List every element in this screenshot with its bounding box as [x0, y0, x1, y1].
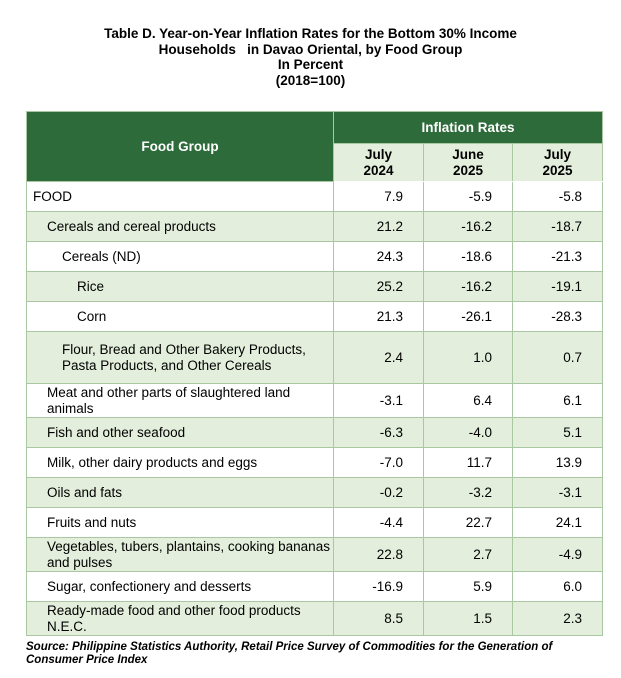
cell-value: -4.9: [511, 537, 604, 572]
cell-value: -0.2: [333, 477, 424, 508]
table-row: Cereals (ND) 24.3 -18.6 -21.3: [26, 241, 604, 272]
cell-value: -18.7: [511, 211, 604, 242]
table-row: Corn 21.3 -26.1 -28.3: [26, 301, 604, 332]
row-label: Flour, Bread and Other Bakery Products, …: [26, 331, 334, 384]
title-line-4: (2018=100): [275, 72, 346, 88]
cell-value: 2.3: [511, 601, 604, 636]
inflation-table: Food Group Inflation Rates July 2024 June…: [26, 111, 604, 636]
cell-value: -5.9: [423, 181, 513, 212]
row-label: Corn: [26, 301, 334, 332]
table-row: Fish and other seafood -6.3 -4.0 5.1: [26, 417, 604, 448]
cell-value: 22.8: [333, 537, 424, 572]
cell-value: 24.3: [333, 241, 424, 272]
cell-value: -4.4: [333, 507, 424, 538]
cell-value: 24.1: [511, 507, 604, 538]
title-line-1: Table D. Year-on-Year Inflation Rates fo…: [104, 26, 517, 41]
cell-value: 1.5: [423, 601, 513, 636]
cell-value: -3.1: [511, 477, 604, 508]
row-label: Vegetables, tubers, plantains, cooking b…: [26, 537, 334, 572]
cell-value: 6.1: [511, 383, 604, 418]
title-line-3: In Percent: [277, 57, 344, 72]
cell-value: 6.4: [423, 383, 513, 418]
cell-value: -26.1: [423, 301, 513, 332]
cell-value: -3.1: [333, 383, 424, 418]
cell-value: 25.2: [333, 271, 424, 302]
cell-value: -4.0: [423, 417, 513, 448]
row-label: Meat and other parts of slaughtered land…: [26, 383, 334, 418]
column-header: June 2025: [423, 143, 513, 182]
table-title: Table D. Year-on-Year Inflation Rates fo…: [0, 26, 621, 88]
cell-value: -16.2: [423, 271, 513, 302]
table-row: FOOD 7.9 -5.9 -5.8: [26, 181, 604, 212]
row-label: Sugar, confectionery and desserts: [26, 571, 334, 602]
cell-value: 13.9: [511, 447, 604, 478]
cell-value: -16.9: [333, 571, 424, 602]
cell-value: 8.5: [333, 601, 424, 636]
table-row: Fruits and nuts -4.4 22.7 24.1: [26, 507, 604, 538]
cell-value: -3.2: [423, 477, 513, 508]
column-header: July 2025: [511, 143, 604, 182]
table-row: Rice 25.2 -16.2 -19.1: [26, 271, 604, 302]
cell-value: 0.7: [511, 331, 604, 384]
cell-value: 6.0: [511, 571, 604, 602]
table-row: Cereals and cereal products 21.2 -16.2 -…: [26, 211, 604, 242]
cell-value: 2.4: [333, 331, 424, 384]
table-row: Milk, other dairy products and eggs -7.0…: [26, 447, 604, 478]
cell-value: -5.8: [511, 181, 604, 212]
table-row: Oils and fats -0.2 -3.2 -3.1: [26, 477, 604, 508]
row-label: Milk, other dairy products and eggs: [26, 447, 334, 478]
header-inflation-rates: Inflation Rates: [332, 111, 604, 144]
row-label: FOOD: [26, 181, 334, 212]
row-label: Ready-made food and other food products …: [26, 601, 334, 636]
cell-value: 11.7: [423, 447, 513, 478]
title-line-2: Households in Davao Oriental, by Food Gr…: [158, 41, 463, 57]
cell-value: 1.0: [423, 331, 513, 384]
cell-value: 22.7: [423, 507, 513, 538]
cell-value: -7.0: [333, 447, 424, 478]
cell-value: -16.2: [423, 211, 513, 242]
row-label: Fish and other seafood: [26, 417, 334, 448]
table-row: Meat and other parts of slaughtered land…: [26, 383, 604, 418]
row-label: Fruits and nuts: [26, 507, 334, 538]
cell-value: -19.1: [511, 271, 604, 302]
cell-value: -28.3: [511, 301, 604, 332]
row-label: Rice: [26, 271, 334, 302]
row-label: Oils and fats: [26, 477, 334, 508]
source-note: Source: Philippine Statistics Authority,…: [26, 641, 553, 666]
table-row: Ready-made food and other food products …: [26, 601, 604, 636]
row-label: Cereals and cereal products: [26, 211, 334, 242]
table-row: Sugar, confectionery and desserts -16.9 …: [26, 571, 604, 602]
cell-value: 21.3: [333, 301, 424, 332]
column-header: July 2024: [333, 143, 424, 182]
table-row: Vegetables, tubers, plantains, cooking b…: [26, 537, 604, 572]
header-food-group: Food Group: [26, 111, 334, 182]
cell-value: -21.3: [511, 241, 604, 272]
cell-value: -18.6: [423, 241, 513, 272]
cell-value: -6.3: [333, 417, 424, 448]
cell-value: 21.2: [333, 211, 424, 242]
table-row: Flour, Bread and Other Bakery Products, …: [26, 331, 604, 384]
cell-value: 2.7: [423, 537, 513, 572]
cell-value: 5.1: [511, 417, 604, 448]
cell-value: 7.9: [333, 181, 424, 212]
cell-value: 5.9: [423, 571, 513, 602]
row-label: Cereals (ND): [26, 241, 334, 272]
